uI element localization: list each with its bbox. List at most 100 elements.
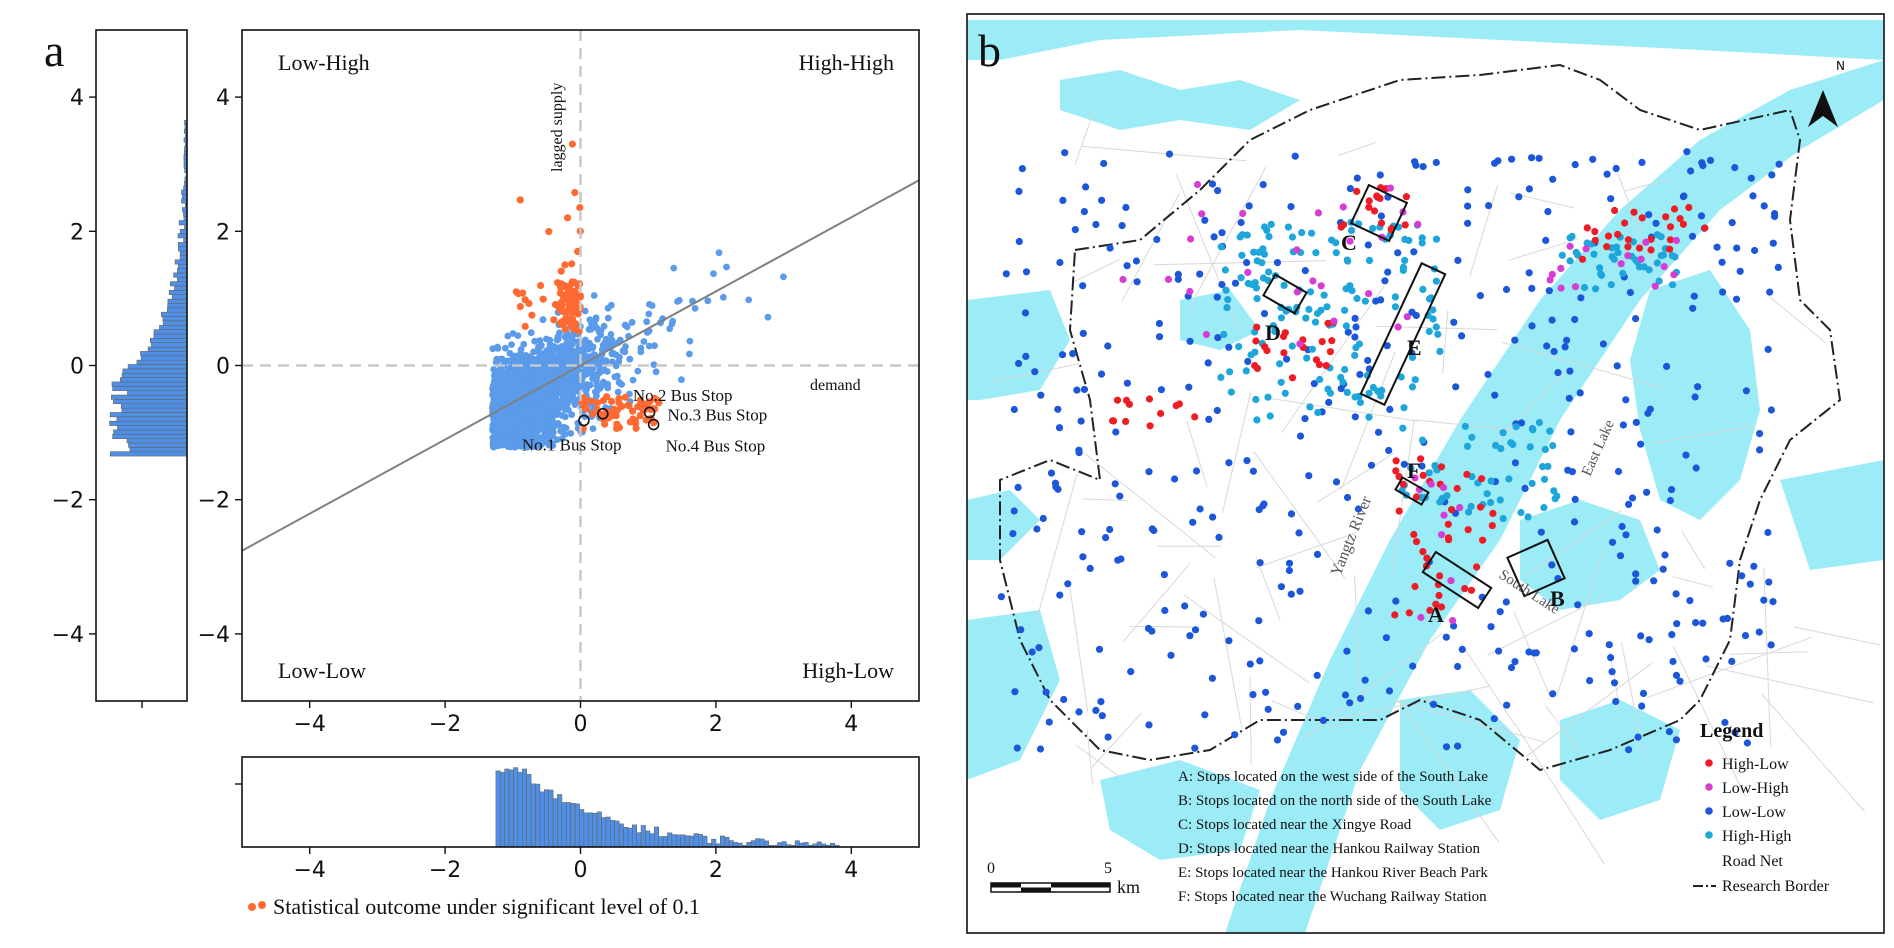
road-segment	[1556, 549, 1604, 698]
scatter-point-blue	[561, 351, 569, 359]
road-segment	[1187, 166, 1267, 310]
bus-stop	[1356, 398, 1364, 407]
bus-stop	[1463, 470, 1471, 478]
scale-end: 5	[1104, 860, 1112, 877]
bus-stop	[1665, 728, 1673, 736]
y-hist-bar	[121, 372, 188, 378]
bus-stop	[1296, 432, 1305, 440]
y-hist-tick-label: −2	[52, 489, 84, 514]
bus-stop	[1494, 157, 1502, 165]
bus-stop	[1464, 186, 1472, 194]
bus-stop	[1133, 278, 1141, 286]
scatter-point-blue	[538, 420, 546, 428]
scatter-point-blue	[640, 338, 648, 345]
y-hist-bar	[178, 220, 188, 226]
bus-stop	[1528, 154, 1536, 162]
scatter-point-blue	[608, 350, 616, 358]
scatter-point-blue	[518, 442, 526, 450]
scatter-point-orange	[603, 393, 611, 401]
bus-stop	[1549, 690, 1557, 698]
bus-stop	[1666, 223, 1675, 231]
bus-stop	[1589, 155, 1597, 163]
bus-stop	[1632, 315, 1640, 323]
bus-stops	[997, 148, 1783, 754]
x-hist-bar	[684, 835, 690, 848]
bus-stop	[1418, 462, 1426, 470]
y-hist-bar	[109, 420, 188, 426]
x-hist-bar	[680, 834, 686, 848]
note-d: D: Stops located near the Hankou Railway…	[1178, 841, 1481, 857]
bus-stop	[1071, 226, 1079, 234]
bus-stop	[1756, 430, 1764, 438]
y-hist-bar	[113, 399, 188, 405]
y-hist-bar	[147, 346, 188, 352]
bus-stop	[1123, 379, 1131, 387]
scatter-point-blue	[508, 417, 516, 425]
x-hist-bar	[592, 812, 598, 848]
bus-stop	[1546, 427, 1554, 435]
bus-stop	[1622, 396, 1630, 404]
bus-stop	[1608, 668, 1616, 676]
bus-stop	[1698, 159, 1706, 167]
bus-stop	[1276, 360, 1284, 368]
trend-line	[241, 179, 920, 552]
bus-stop	[1682, 451, 1690, 459]
scatter-point-orange	[559, 321, 567, 329]
bus-stop	[1382, 634, 1390, 642]
scatter-point-blue	[500, 414, 508, 422]
scatter-point-blue	[528, 406, 536, 413]
bus-stop	[1073, 386, 1081, 394]
scatter-point-orange	[561, 261, 569, 269]
bus-stop	[1250, 248, 1258, 256]
x-hist-bar	[631, 824, 637, 848]
road-segment	[1222, 390, 1252, 513]
panel-b-label: b	[978, 25, 1001, 76]
bus-stop	[1399, 424, 1407, 432]
scatter-point-blue	[507, 423, 515, 431]
road-segment	[1706, 665, 1874, 704]
bus-stop	[1489, 509, 1497, 517]
x-hist-bar	[579, 809, 585, 848]
bus-stop	[1408, 308, 1416, 316]
y-hist-bar	[136, 359, 188, 365]
scatter-point-orange	[571, 189, 579, 197]
scatter-point-blue	[613, 372, 621, 380]
bus-stop	[1288, 342, 1296, 350]
bus-stop	[1079, 282, 1087, 290]
bus-stop	[1571, 315, 1579, 324]
legend-high-high-icon	[1705, 831, 1713, 839]
bus-stop	[1059, 196, 1067, 204]
bus-stop	[1332, 478, 1341, 486]
x-hist-bar	[636, 832, 642, 848]
bus-stop	[1666, 245, 1674, 253]
bus-stop	[1732, 295, 1741, 303]
scatter-point-orange	[568, 279, 576, 288]
bus-stop	[1465, 508, 1473, 516]
x-hist-bar	[667, 832, 673, 848]
bus-stop	[1208, 180, 1217, 188]
bus-stop	[1419, 471, 1427, 479]
scatter-point-blue	[514, 332, 522, 339]
x-hist-bar	[645, 830, 651, 848]
scale-start: 0	[987, 860, 995, 877]
bus-stop	[1097, 370, 1106, 378]
scatter-point-blue	[569, 336, 576, 344]
road-segment	[1442, 310, 1449, 375]
scatter-point-blue	[557, 427, 564, 435]
bus-stop	[1262, 688, 1270, 696]
bus-stop	[1308, 345, 1316, 353]
bus-stop	[1443, 492, 1451, 500]
bus-stop	[1106, 244, 1114, 252]
scatter-point-orange	[528, 311, 536, 319]
x-hist-bar	[649, 833, 655, 848]
scatter-point-blue	[527, 442, 535, 449]
scatter-point-orange	[581, 401, 589, 409]
bus-stop	[1231, 731, 1239, 739]
scatter-point-blue	[691, 305, 699, 312]
bus-stop	[1686, 597, 1694, 605]
bus-stop	[1164, 275, 1173, 283]
bus-stop	[1386, 405, 1394, 413]
bus-stop	[1343, 647, 1351, 655]
scatter-point-blue	[531, 337, 539, 345]
road-segment	[1681, 531, 1706, 569]
